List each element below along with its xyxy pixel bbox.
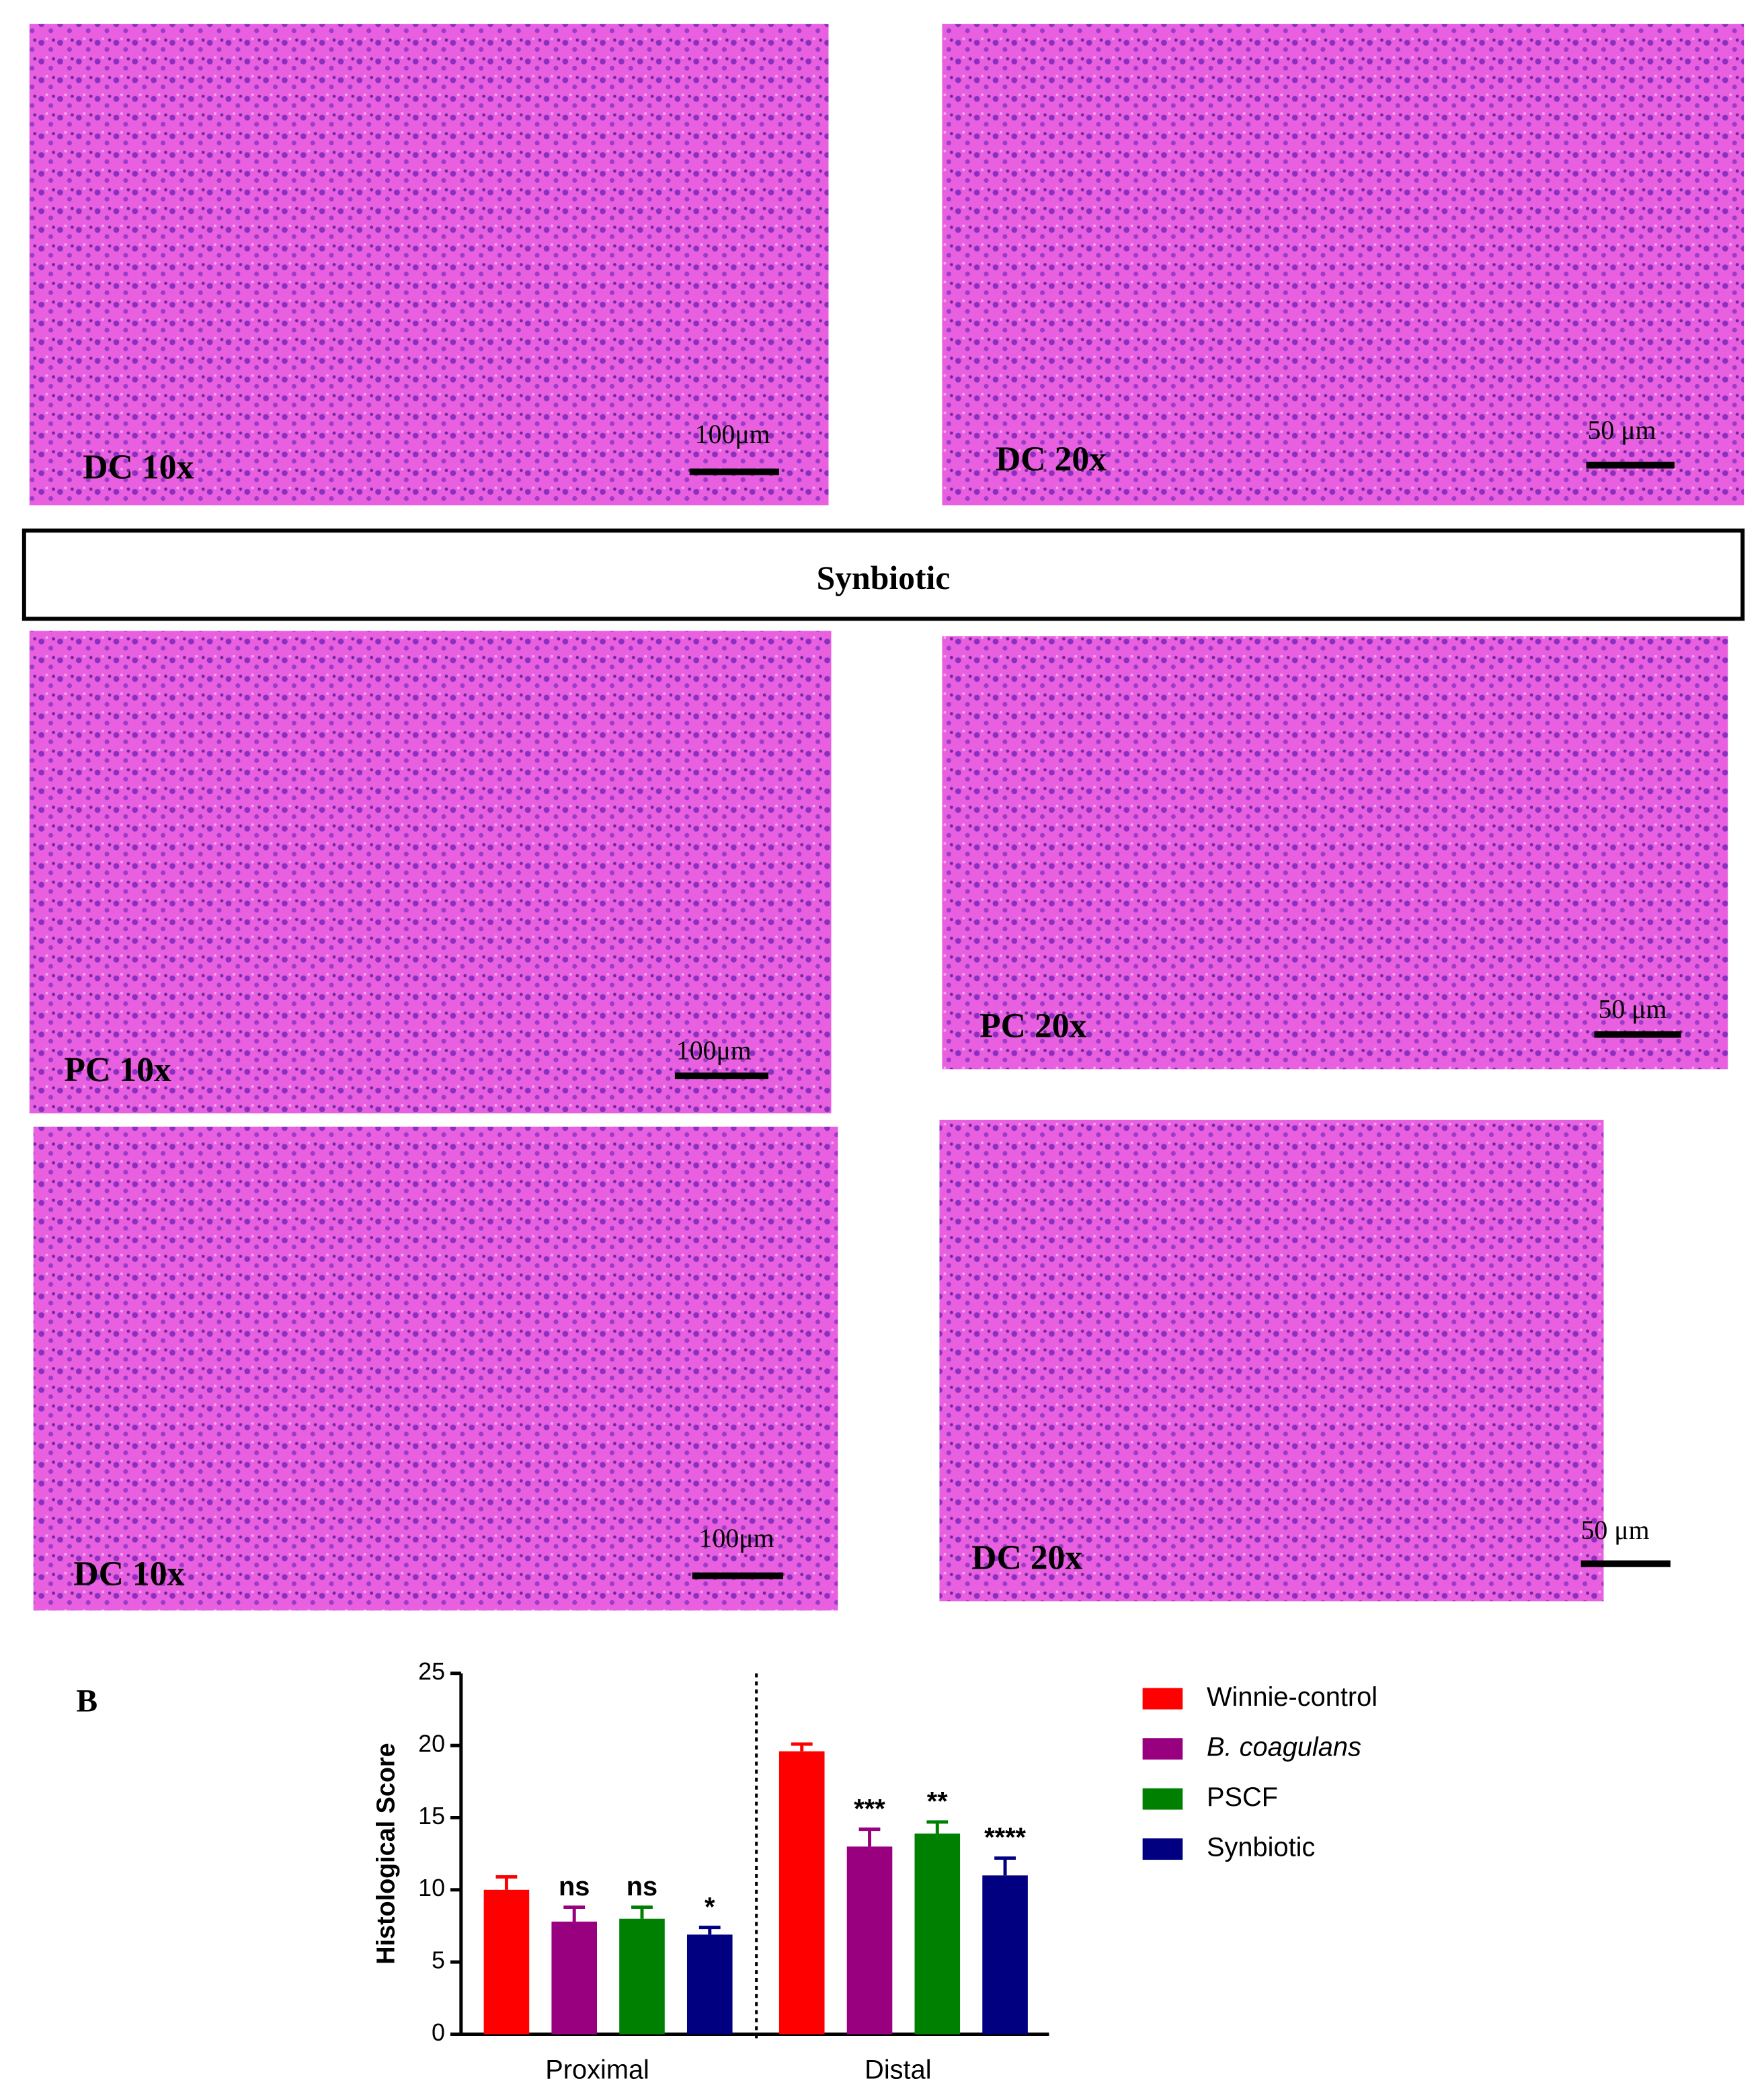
scale-label: 100μm [676,1036,752,1066]
micrograph [29,24,829,506]
y-tick-label: 0 [432,2019,445,2046]
bar [619,1918,665,2035]
legend-label: PSCF [1207,1782,1278,1812]
micrograph [33,1126,838,1611]
legend-swatch [1142,1838,1183,1860]
micrograph [29,631,832,1113]
y-tick-label: 20 [418,1731,445,1758]
legend-swatch [1142,1738,1183,1760]
bar [846,1846,893,2035]
bar [778,1751,825,2035]
scale-label: 50 μm [1588,416,1656,445]
micrograph [942,24,1745,506]
significance-label: * [705,1892,715,1922]
legend-label: Winnie-control [1207,1682,1377,1712]
legend-swatch [1142,1788,1183,1810]
y-tick-label: 5 [432,1947,445,1974]
bar [686,1934,733,2035]
legend-label: B. coagulans [1207,1733,1361,1762]
scale-label: 100μm [699,1524,774,1553]
scale-label: 50 μm [1581,1515,1650,1545]
panel-letter: B [76,1683,97,1719]
banner-title: Synbiotic [817,559,951,596]
panel-label: DC 20x [971,1539,1082,1577]
significance-label: ns [627,1872,657,1901]
scale-label: 100μm [695,420,770,449]
bar [982,1875,1028,2035]
panel-label: DC 10x [73,1555,184,1593]
legend-swatch [1142,1688,1183,1710]
banner-box [22,528,1745,621]
bar [914,1834,961,2035]
bar [551,1922,597,2035]
y-axis-label: Histological Score [372,1743,400,1964]
significance-label: ** [927,1787,948,1817]
significance-label: **** [984,1823,1026,1852]
x-tick-label: Proximal [545,2055,649,2085]
significance-label: ns [559,1872,590,1901]
y-tick-label: 25 [418,1658,445,1685]
panel-label: DC 20x [996,440,1107,479]
panel-label: PC 20x [979,1007,1086,1045]
micrograph [939,1119,1604,1602]
micrograph [942,636,1728,1070]
y-tick-label: 10 [418,1875,445,1901]
scale-label: 50 μm [1598,994,1667,1024]
legend-label: Synbiotic [1207,1833,1315,1862]
y-tick-label: 15 [418,1803,445,1829]
bar [483,1889,530,2035]
panel-label: DC 10x [83,448,194,487]
panel-label: PC 10x [64,1051,171,1089]
significance-label: *** [854,1794,885,1823]
x-tick-label: Distal [865,2055,931,2085]
